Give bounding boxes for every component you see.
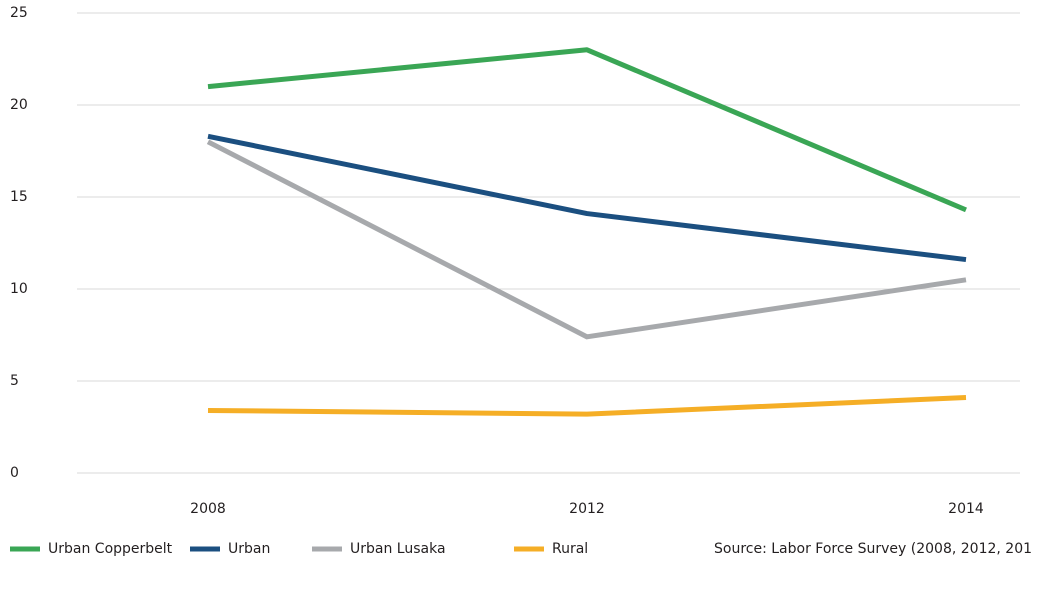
y-tick-label: 25 xyxy=(10,5,28,21)
legend-label: Urban Lusaka xyxy=(350,541,446,557)
legend-label: Urban xyxy=(228,541,270,557)
x-tick-label: 2014 xyxy=(948,501,984,517)
legend-label: Rural xyxy=(552,541,588,557)
y-tick-label: 5 xyxy=(10,373,19,389)
series-line xyxy=(206,139,967,340)
y-tick-label: 20 xyxy=(10,97,28,113)
y-tick-label: 15 xyxy=(10,189,28,205)
x-tick-label: 2012 xyxy=(569,501,605,517)
legend-label: Urban Copperbelt xyxy=(48,541,173,557)
series-line xyxy=(207,133,967,263)
y-tick-label: 10 xyxy=(10,281,28,297)
series-line xyxy=(207,395,967,417)
source-note: Source: Labor Force Survey (2008, 2012, … xyxy=(714,541,1032,557)
x-tick-label: 2008 xyxy=(190,501,226,517)
series-line xyxy=(207,47,967,213)
y-tick-label: 0 xyxy=(10,465,19,481)
